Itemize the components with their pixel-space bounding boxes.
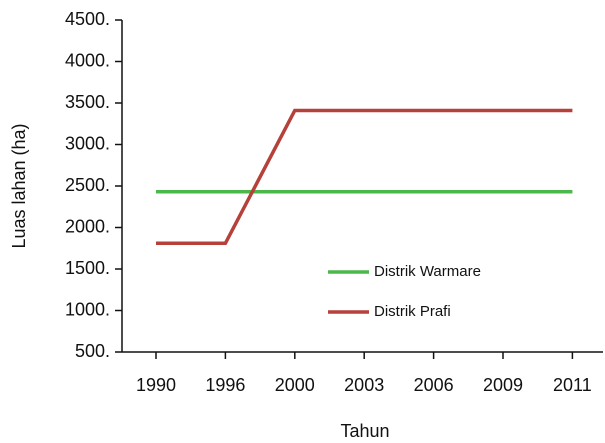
x-tick-label: 2000	[275, 375, 315, 395]
x-axis-label: Tahun	[340, 421, 389, 441]
x-tick-label: 2009	[483, 375, 523, 395]
y-tick-label: 500.	[75, 341, 110, 361]
y-tick-label: 3500.	[65, 92, 110, 112]
y-tick-label: 1000.	[65, 299, 110, 319]
x-tick-label: 1996	[205, 375, 245, 395]
x-tick-label: 2011	[553, 375, 592, 395]
x-tick-label: 1990	[136, 375, 176, 395]
x-tick-label: 2003	[344, 375, 384, 395]
y-axis-label: Luas lahan (ha)	[9, 123, 29, 248]
y-tick-label: 3000.	[65, 133, 110, 153]
legend-label: Distrik Warmare	[374, 263, 481, 280]
legend-label: Distrik Prafi	[374, 303, 451, 320]
series-line	[156, 108, 573, 246]
y-tick-label: 1500.	[65, 258, 110, 278]
x-tick-label: 2006	[414, 375, 454, 395]
y-tick-label: 2000.	[65, 216, 110, 236]
y-tick-label: 4000.	[65, 50, 110, 70]
y-tick-label: 4500.	[65, 9, 110, 29]
y-tick-label: 2500.	[65, 175, 110, 195]
